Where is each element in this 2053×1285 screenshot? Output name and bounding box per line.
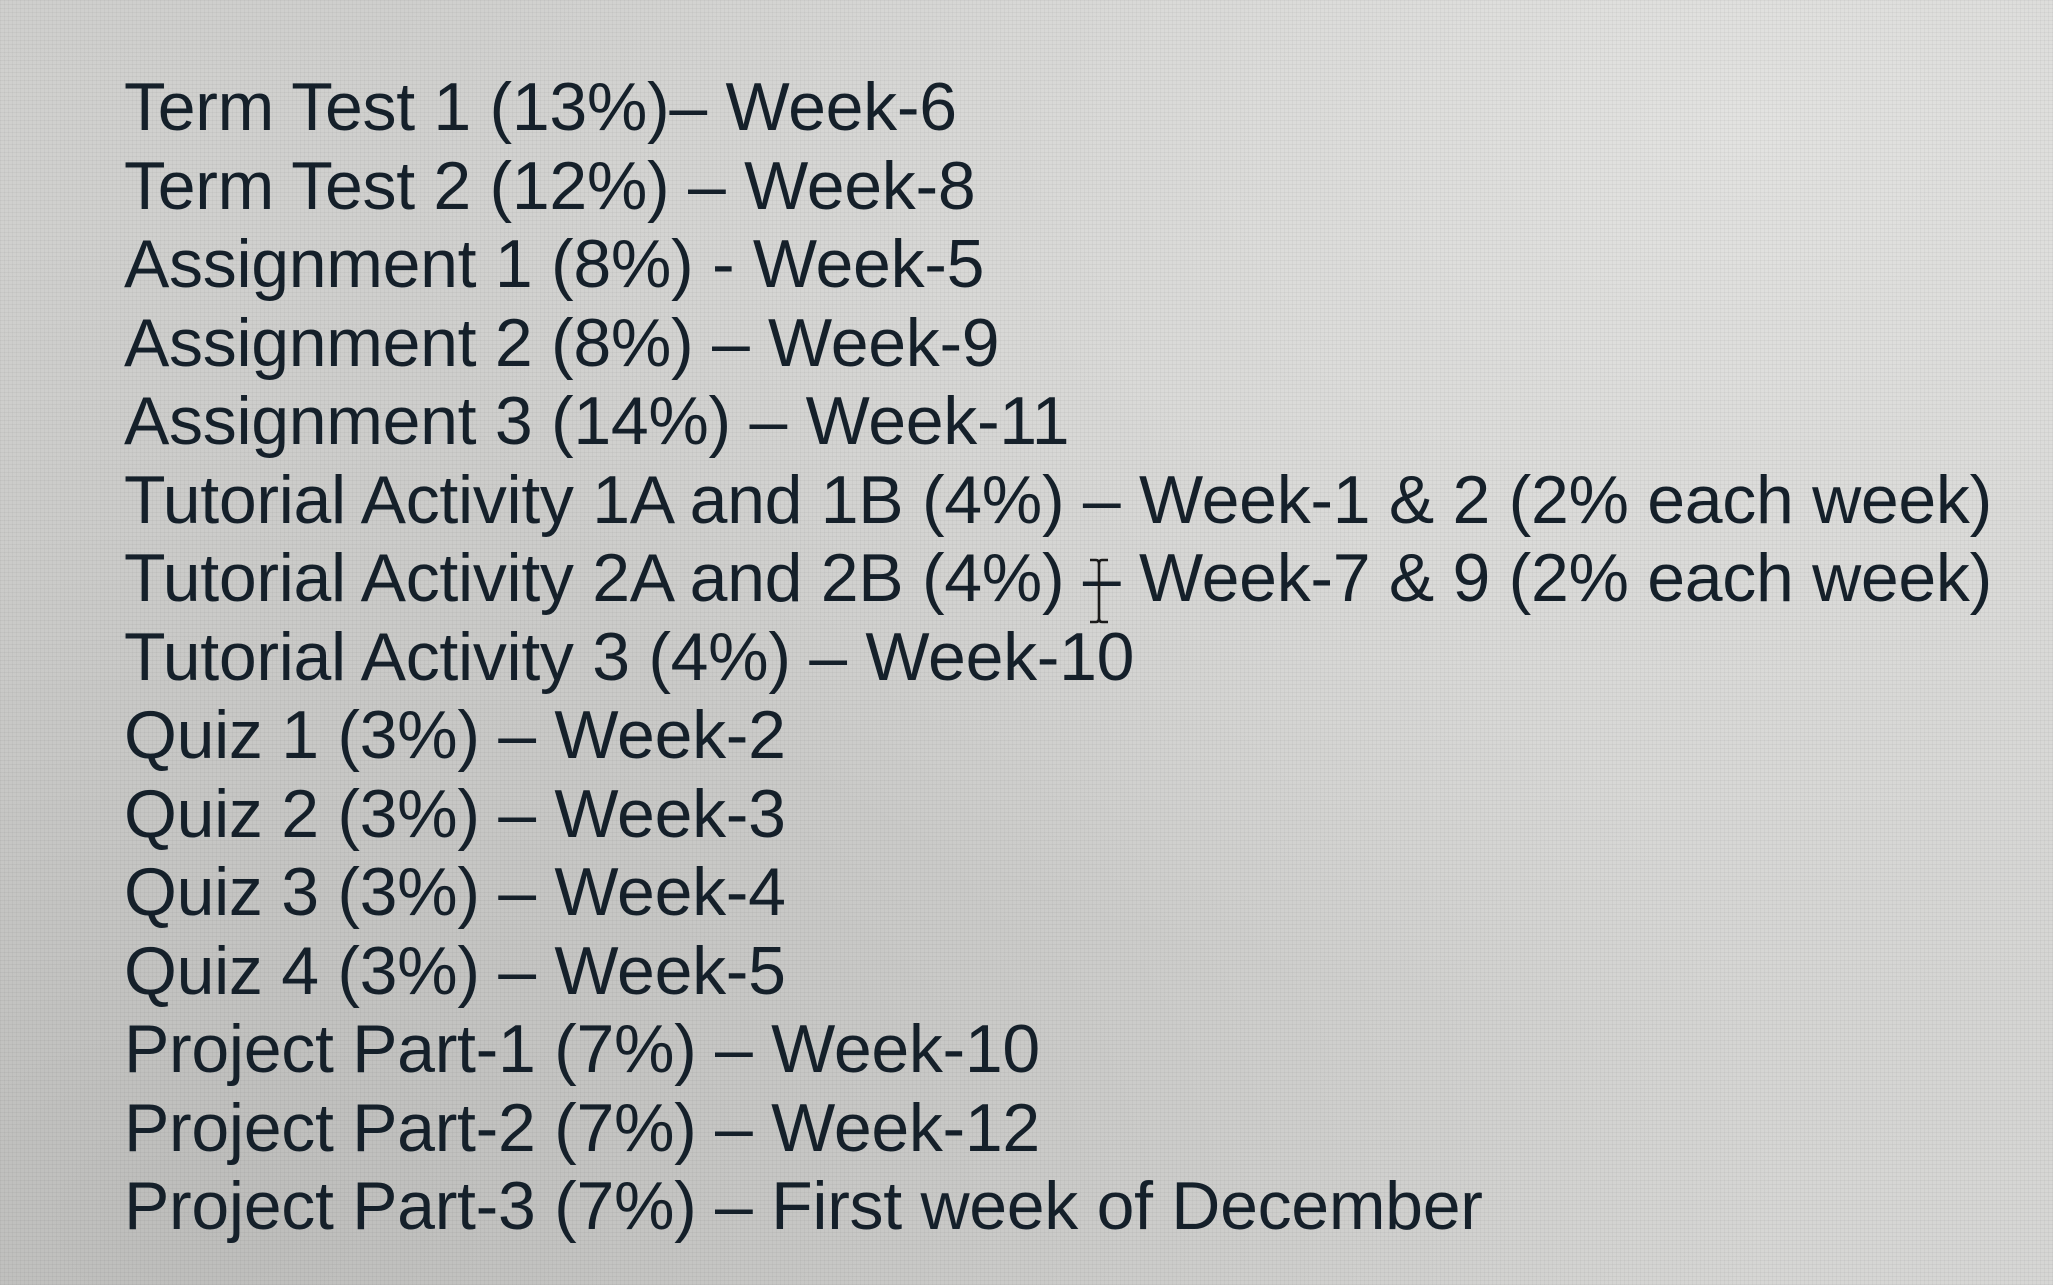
line-tutorial-activity-3: Tutorial Activity 3 (4%) – Week-10 — [124, 618, 1135, 695]
line-term-test-2: Term Test 2 (12%) – Week-8 — [124, 147, 976, 224]
line-tutorial-activity-2: Tutorial Activity 2A and 2B (4%) – Week-… — [124, 540, 1992, 616]
line-assignment-1: Assignment 1 (8%) - Week-5 — [124, 226, 985, 302]
line-term-test-1: Term Test 1 (13%)– Week-6 — [124, 69, 957, 145]
line-assignment-3: Assignment 3 (14%) – Week-11 — [124, 383, 1070, 459]
line-project-part-1: Project Part-1 (7%) – Week-10 — [124, 1011, 1040, 1087]
line-quiz-2: Quiz 2 (3%) – Week-3 — [124, 775, 786, 852]
document-body[interactable]: Term Test 1 (13%)– Week-6 Term Test 2 (1… — [124, 68, 2024, 1246]
line-tutorial-activity-1: Tutorial Activity 1A and 1B (4%) – Week-… — [124, 461, 1992, 538]
line-quiz-4: Quiz 4 (3%) – Week-5 — [124, 932, 786, 1009]
line-project-part-2: Project Part-2 (7%) – Week-12 — [124, 1089, 1040, 1166]
text-ibeam-cursor-icon — [1090, 558, 1108, 624]
line-quiz-1: Quiz 1 (3%) – Week-2 — [124, 697, 786, 773]
line-quiz-3: Quiz 3 (3%) – Week-4 — [124, 854, 786, 930]
line-assignment-2: Assignment 2 (8%) – Week-9 — [124, 304, 1000, 381]
line-project-part-3: Project Part-3 (7%) – First week of Dece… — [124, 1168, 1483, 1244]
